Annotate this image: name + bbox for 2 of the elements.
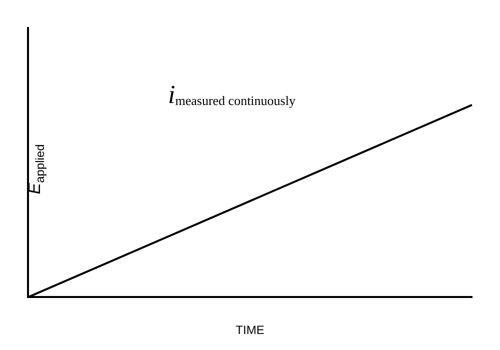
x-axis-title: TIME — [236, 323, 264, 338]
annotation: i$_{measured continuously}$ — [168, 80, 296, 110]
